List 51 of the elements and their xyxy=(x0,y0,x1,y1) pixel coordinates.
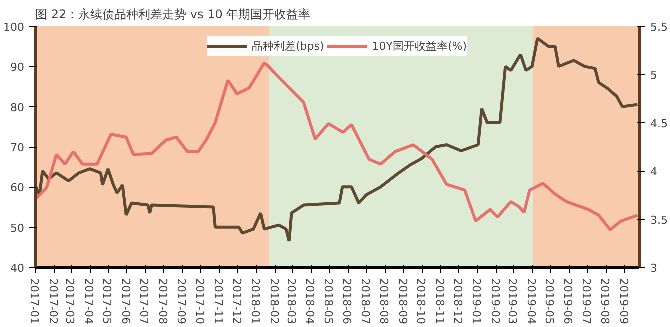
x-tick-label: 2017-04 xyxy=(82,278,96,324)
x-tick-label: 2018-11 xyxy=(433,278,446,324)
x-tick-label: 2019-08 xyxy=(598,278,612,324)
x-tick-label: 2017-05 xyxy=(100,278,114,324)
x-tick-label: 2017-06 xyxy=(119,278,132,324)
x-tick-label: 2018-05 xyxy=(322,278,335,324)
line-series xyxy=(36,37,640,243)
x-tick-label: 2017-08 xyxy=(156,278,170,324)
x-tick-label: 2018-12 xyxy=(451,278,464,324)
y-tick-label: 100 xyxy=(4,21,25,34)
y2-tick-label: 3 xyxy=(650,262,658,275)
y2-tick-label: 4 xyxy=(650,166,658,179)
legend-label: 品种利差(bps) xyxy=(252,38,324,54)
x-tick-label: 2018-10 xyxy=(414,278,428,324)
x-tick-label: 2018-01 xyxy=(249,278,262,324)
y-tick-label: 90 xyxy=(10,61,25,74)
x-tick-label: 2017-07 xyxy=(138,278,151,324)
y-tick-label: 80 xyxy=(10,101,25,114)
x-tick-label: 2018-03 xyxy=(284,278,298,324)
x-tick-label: 2018-08 xyxy=(378,278,391,324)
x-tick-label: 2019-05 xyxy=(542,278,556,324)
y-tick-label: 40 xyxy=(10,262,25,275)
x-tick-label: 2018-04 xyxy=(304,278,317,324)
y2-tick-label: 5 xyxy=(650,69,658,82)
x-tick-label: 2017-09 xyxy=(175,278,188,324)
y2-tick-label: 4.5 xyxy=(650,117,668,130)
x-tick-label: 2017-12 xyxy=(230,278,244,324)
x-tick-label: 2017-02 xyxy=(46,278,60,324)
x-tick-label: 2019-03 xyxy=(506,278,519,324)
y2-tick-label: 3.5 xyxy=(650,214,668,227)
x-tick-label: 2019-09 xyxy=(617,278,630,324)
y-tick-label: 70 xyxy=(10,142,25,154)
y2-tick-label: 5.5 xyxy=(650,21,668,34)
x-tick-label: 2018-02 xyxy=(268,278,281,324)
x-tick-label: 2018-09 xyxy=(396,278,410,324)
x-tick-label: 2019-07 xyxy=(580,278,593,324)
x-tick-label: 2017-10 xyxy=(193,278,206,324)
x-tick-label: 2018-07 xyxy=(358,278,372,324)
line-series xyxy=(36,62,640,232)
x-tick-label: 2019-01 xyxy=(470,278,484,324)
x-tick-label: 2019-02 xyxy=(489,278,502,324)
x-tick-label: 2019-04 xyxy=(524,278,538,324)
x-tick-label: 2017-01 xyxy=(28,278,41,324)
x-tick-label: 2017-03 xyxy=(64,278,77,324)
y-tick-label: 50 xyxy=(10,222,25,235)
legend-label: 10Y国开收益率(%) xyxy=(372,38,468,54)
x-tick-label: 2018-06 xyxy=(340,278,354,324)
x-tick-label: 2017-11 xyxy=(212,278,226,324)
chart-title: 图 22：永续债品种利差走势 vs 10 年期国开收益率 xyxy=(36,8,311,22)
y-tick-label: 60 xyxy=(10,182,25,195)
x-tick-label: 2019-06 xyxy=(562,278,575,324)
